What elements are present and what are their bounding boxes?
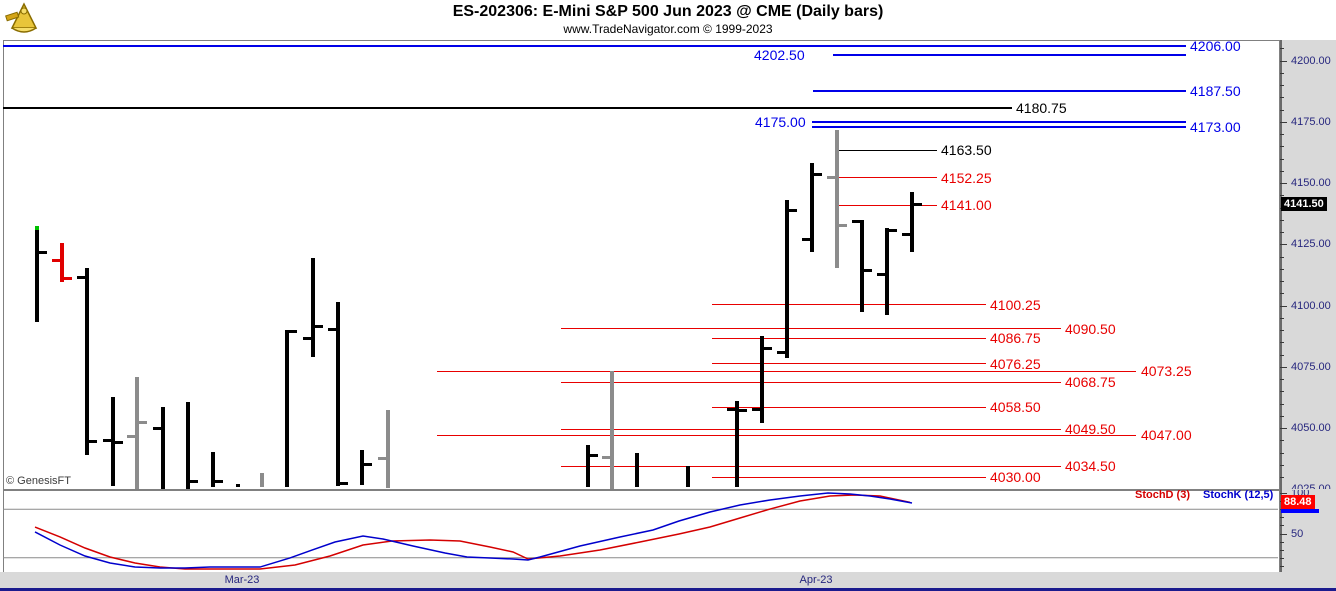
stoch-axis-tick bbox=[1280, 541, 1284, 543]
stochd-curve bbox=[34, 494, 911, 570]
price-axis-tick bbox=[1280, 403, 1284, 405]
price-axis-tick bbox=[1280, 281, 1284, 283]
price-axis-tick bbox=[1280, 342, 1284, 344]
price-axis-tick bbox=[1280, 72, 1284, 74]
price-axis-tick bbox=[1280, 158, 1284, 160]
price-axis-tick bbox=[1280, 268, 1284, 270]
month-label: Apr-23 bbox=[799, 574, 833, 586]
price-axis-tick bbox=[1280, 464, 1284, 466]
last-price-badge: 4141.50 bbox=[1281, 196, 1327, 211]
stoch-axis-tick bbox=[1280, 549, 1284, 551]
price-axis-tick bbox=[1280, 121, 1287, 123]
price-axis-tick bbox=[1280, 48, 1284, 50]
price-axis-tick bbox=[1280, 440, 1284, 442]
stochk-curve bbox=[34, 492, 913, 569]
chart-subtitle: www.TradeNavigator.com © 1999-2023 bbox=[563, 22, 773, 36]
bottom-scrollbar[interactable] bbox=[0, 588, 1336, 591]
stochd-value-badge: 88.48 bbox=[1281, 495, 1315, 510]
genesis-sextant-logo bbox=[4, 2, 44, 34]
price-axis-tick bbox=[1280, 379, 1284, 381]
price-axis-label: 4100.00 bbox=[1291, 299, 1331, 312]
price-axis-label: 4175.00 bbox=[1291, 115, 1331, 128]
price-axis-tick bbox=[1280, 109, 1284, 111]
stochastic-panel[interactable] bbox=[3, 490, 1280, 573]
stochastic-curves bbox=[3, 492, 1278, 570]
stochk-value-badge bbox=[1281, 509, 1319, 514]
price-axis-tick bbox=[1280, 219, 1284, 221]
stoch-axis-tick bbox=[1280, 493, 1287, 494]
price-axis-tick bbox=[1280, 293, 1284, 295]
price-axis-tick bbox=[1280, 428, 1287, 430]
price-axis-tick bbox=[1280, 354, 1284, 356]
stochd-legend-label[interactable]: StochD (3) bbox=[1135, 489, 1190, 501]
price-axis-tick bbox=[1280, 232, 1284, 234]
price-axis-tick bbox=[1280, 146, 1284, 148]
price-axis-tick bbox=[1280, 244, 1287, 246]
price-axis-tick bbox=[1280, 60, 1287, 62]
stoch-axis-label: 100 bbox=[1291, 490, 1309, 499]
price-axis-tick bbox=[1280, 97, 1284, 99]
price-axis-tick bbox=[1280, 134, 1284, 136]
price-axis-tick bbox=[1280, 366, 1287, 368]
price-axis-label: 4200.00 bbox=[1291, 54, 1331, 67]
stoch-axis-tick bbox=[1280, 525, 1284, 527]
genesis-watermark: © GenesisFT bbox=[6, 475, 71, 487]
month-label: Mar-23 bbox=[224, 574, 260, 586]
price-axis-label: 4125.00 bbox=[1291, 238, 1331, 251]
price-axis-tick bbox=[1280, 452, 1284, 454]
price-axis-tick bbox=[1280, 330, 1284, 332]
date-axis[interactable] bbox=[0, 572, 1336, 591]
stoch-axis-tick bbox=[1280, 557, 1284, 559]
price-axis-label: 4075.00 bbox=[1291, 360, 1331, 373]
price-axis-tick bbox=[1280, 85, 1284, 87]
price-axis-tick bbox=[1280, 415, 1284, 417]
month-label-row: Mar-23 Apr-23 bbox=[0, 574, 1336, 591]
price-axis-label: 4050.00 bbox=[1291, 422, 1331, 435]
price-axis-tick bbox=[1280, 477, 1284, 479]
chart-title: ES-202306: E-Mini S&P 500 Jun 2023 @ CME… bbox=[452, 3, 884, 20]
stoch-axis-label: 50 bbox=[1291, 527, 1304, 540]
stoch-axis-tick bbox=[1280, 565, 1284, 567]
stoch-axis-tick bbox=[1280, 517, 1284, 519]
price-axis-tick bbox=[1280, 391, 1284, 393]
price-axis-tick bbox=[1280, 183, 1287, 185]
stoch-axis-tick bbox=[1280, 533, 1287, 535]
price-axis-tick bbox=[1280, 170, 1284, 172]
price-axis-tick bbox=[1280, 317, 1284, 319]
stochk-legend-label[interactable]: StochK (12,5) bbox=[1203, 489, 1274, 501]
price-axis-label: 4150.00 bbox=[1291, 177, 1331, 190]
price-axis-tick bbox=[1280, 195, 1284, 197]
price-chart-panel[interactable] bbox=[3, 40, 1280, 490]
price-axis-tick bbox=[1280, 305, 1287, 307]
price-axis-tick bbox=[1280, 256, 1284, 258]
price-axis-label: 4025.00 bbox=[1291, 483, 1331, 489]
price-axis-labels: 4200.00 4175.00 4150.00 4125.00 4100.00 4075.… bbox=[1280, 40, 1336, 489]
